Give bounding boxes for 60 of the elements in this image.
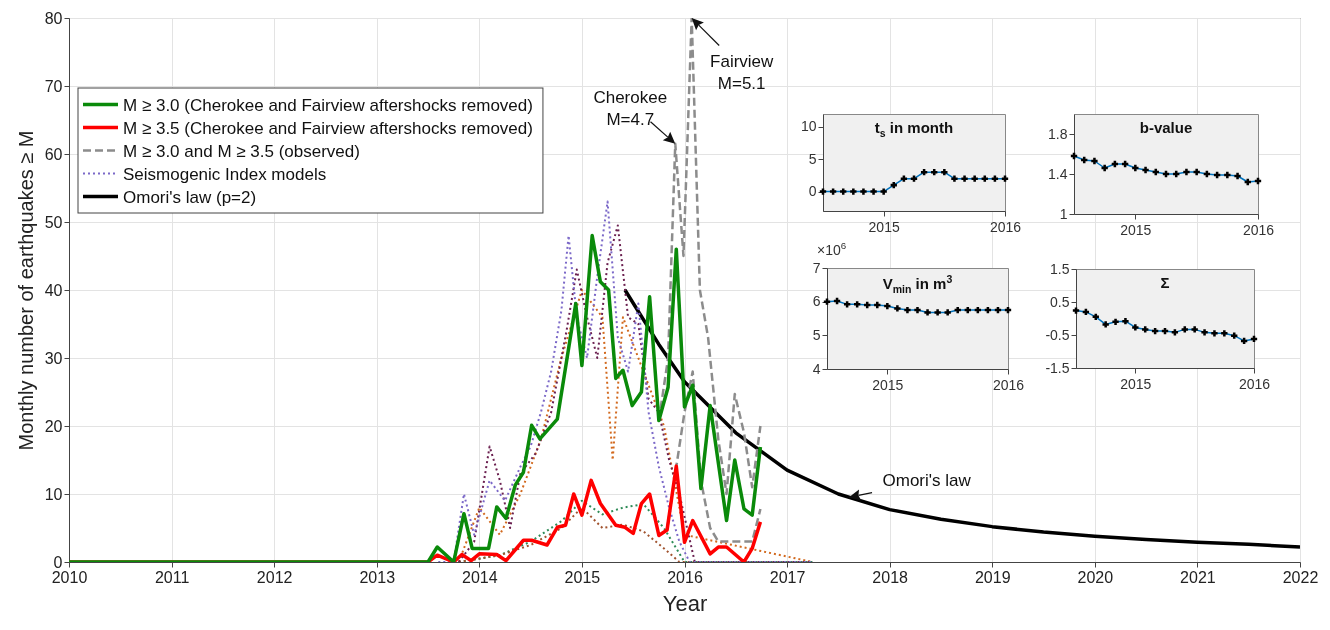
x-tick-label: 2016 [1242, 221, 1275, 238]
x-axis-title: Year [662, 590, 708, 616]
y-tick-label: 0 [53, 553, 63, 571]
y-tick-label: 60 [44, 145, 63, 163]
chart-title: b-value [1138, 119, 1194, 136]
y-tick-label: -1.5 [1045, 359, 1070, 376]
x-tick-label: 2015 [1120, 375, 1152, 392]
annotation: Cherokee M=4.7 [593, 87, 668, 129]
x-tick-label: 2022 [1282, 568, 1319, 586]
y-axis-title: Monthly number of earthquakes ≥ M [14, 130, 37, 451]
y-tick-label: 10 [44, 485, 63, 503]
x-tick-label: 2016 [1238, 375, 1271, 392]
annotation: Fairview M=5.1 [710, 52, 775, 93]
x-tick-label: 2013 [359, 568, 396, 586]
x-tick-label: 2015 [564, 568, 601, 586]
x-tick-label: 2015 [872, 376, 904, 393]
text: V$_{min}$ in m$^{3}$ [881, 273, 954, 295]
y-tick-label: 5 [808, 150, 817, 167]
y-tick-label: 10 [800, 118, 817, 135]
x-tick-label: 2020 [1077, 568, 1114, 586]
y-tick-label: 1 [1059, 205, 1068, 222]
y-tick-label: 70 [44, 77, 63, 95]
x-tick-label: 2019 [974, 568, 1011, 586]
y-tick-label: 0 [808, 183, 817, 200]
y-tick-label: 5 [812, 326, 821, 343]
y-tick-label: 20 [44, 417, 63, 435]
chart-title: t$_{s}$ in month [873, 119, 955, 139]
y-tick-label: 1.8 [1048, 125, 1068, 142]
legend-label: M ≥ 3.0 (Cherokee and Fairview aftershocks removed) [123, 95, 533, 115]
y-tick-label: 40 [44, 281, 63, 299]
x-tick-label: 2017 [769, 568, 806, 586]
x-tick-label: 2021 [1180, 568, 1216, 586]
x-tick-label: 2018 [872, 568, 909, 586]
x-tick-label: 2012 [256, 568, 293, 586]
x-tick-label: 2011 [154, 568, 190, 586]
x-tick-label: 2014 [462, 568, 498, 586]
legend-label: M ≥ 3.5 (Cherokee and Fairview aftershocks removed) [123, 118, 533, 138]
line-series [69, 233, 763, 562]
legend-label: Omori's law (p=2) [123, 187, 257, 207]
y-tick-label: 1.5 [1050, 260, 1070, 277]
y-tick-label: 30 [44, 349, 63, 367]
y-tick-label: 4 [812, 360, 821, 377]
x-tick-label: 2015 [868, 218, 900, 235]
y-tick-label: 6 [812, 293, 821, 310]
annotation: Omori's law [882, 471, 972, 491]
y-tick-label: 50 [44, 213, 63, 231]
x-tick-label: 2015 [1120, 221, 1152, 238]
chart-title: Σ [1159, 274, 1171, 291]
x-tick-label: 2016 [992, 376, 1025, 393]
x-tick-label: 2016 [989, 218, 1022, 235]
y-tick-label: 80 [44, 9, 63, 27]
y-tick-label: -0.5 [1045, 326, 1070, 343]
x-tick-label: 2010 [51, 568, 88, 586]
y-tick-label: 0.5 [1050, 293, 1070, 310]
x-tick-label: 2016 [667, 568, 703, 586]
legend-label: M ≥ 3.0 and M ≥ 3.5 (observed) [123, 141, 360, 161]
y-tick-label: 7 [812, 259, 821, 276]
legend-label: Seismogenic Index models [123, 164, 327, 184]
y-tick-label: 1.4 [1048, 165, 1068, 182]
annotation: ×10$^{6}$ [817, 240, 847, 258]
